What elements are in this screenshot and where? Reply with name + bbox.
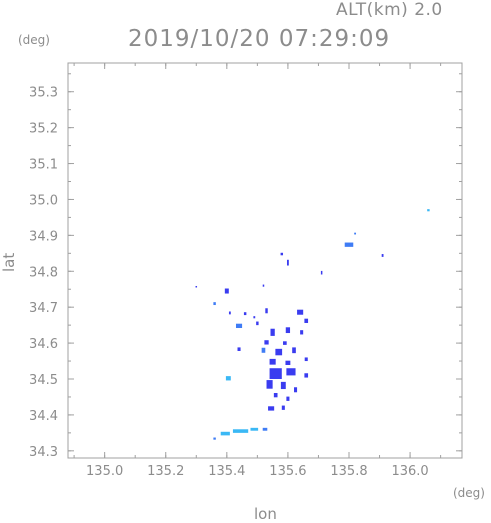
echo-cell bbox=[304, 373, 309, 378]
x-tick-label: 135.8 bbox=[330, 464, 367, 479]
echo-cell bbox=[243, 312, 247, 316]
echo-cell bbox=[381, 254, 384, 257]
echo-cell bbox=[261, 347, 266, 353]
y-tick-label: 34.5 bbox=[29, 373, 58, 388]
echo-cell bbox=[269, 368, 282, 379]
echo-cell bbox=[237, 347, 241, 351]
x-tick-label: 136.0 bbox=[391, 464, 428, 479]
echo-cell bbox=[285, 360, 291, 365]
echo-cell bbox=[297, 309, 304, 315]
echo-cell bbox=[269, 358, 276, 365]
x-unit-label: (deg) bbox=[453, 486, 485, 500]
echo-cell bbox=[304, 318, 309, 323]
plot-frame bbox=[67, 62, 463, 459]
altitude-label: ALT(km) 2.0 bbox=[336, 0, 443, 20]
x-tick-label: 135.6 bbox=[269, 464, 306, 479]
echo-cell bbox=[265, 308, 268, 314]
x-tick-label: 135.4 bbox=[208, 464, 245, 479]
echo-cell bbox=[285, 327, 291, 334]
y-tick-label: 35.0 bbox=[29, 193, 58, 208]
echo-cell bbox=[220, 431, 230, 436]
axis-ticks: 135.0 135.2 135.4 135.6 135.8 136.0 34.3 34.4 34… bbox=[29, 63, 462, 479]
echo-cell bbox=[262, 427, 268, 431]
echo-cell bbox=[195, 285, 198, 288]
echo-cell bbox=[427, 209, 430, 212]
y-tick-label: 34.9 bbox=[29, 229, 58, 244]
echo-cell bbox=[262, 284, 265, 287]
echo-cell bbox=[286, 368, 296, 376]
echo-cell bbox=[320, 270, 323, 275]
echo-cell bbox=[280, 381, 286, 390]
y-unit-label: (deg) bbox=[18, 33, 50, 47]
echo-cell bbox=[280, 252, 284, 256]
x-axis-label: lon bbox=[254, 505, 277, 523]
echo-cell bbox=[270, 328, 275, 336]
x-tick-label: 135.0 bbox=[86, 464, 123, 479]
y-tick-label: 35.2 bbox=[29, 122, 58, 137]
echo-cell bbox=[235, 323, 243, 329]
datetime-title: 2019/10/20 07:29:09 bbox=[128, 26, 391, 52]
echo-cell bbox=[213, 437, 216, 440]
echo-cells bbox=[195, 209, 430, 440]
echo-cell bbox=[344, 242, 354, 247]
echo-cell bbox=[266, 380, 273, 389]
echo-cell bbox=[228, 311, 231, 315]
echo-cell bbox=[292, 347, 296, 354]
echo-cell bbox=[250, 427, 259, 431]
y-tick-label: 35.3 bbox=[29, 86, 58, 101]
echo-cell bbox=[294, 387, 298, 393]
echo-cell bbox=[354, 232, 357, 235]
echo-cell bbox=[304, 357, 308, 362]
x-tick-label: 135.2 bbox=[147, 464, 184, 479]
echo-cell bbox=[224, 288, 229, 294]
echo-cell bbox=[286, 396, 290, 401]
echo-cell bbox=[256, 321, 259, 326]
echo-cell bbox=[268, 406, 275, 411]
y-tick-label: 34.4 bbox=[29, 409, 58, 424]
y-tick-label: 34.8 bbox=[29, 265, 58, 280]
echo-cell bbox=[225, 376, 231, 381]
echo-cell bbox=[275, 348, 283, 356]
echo-cell bbox=[253, 316, 256, 319]
echo-cell bbox=[213, 302, 216, 306]
echo-cell bbox=[286, 259, 289, 266]
echo-cell bbox=[281, 405, 285, 410]
echo-cell bbox=[283, 341, 287, 345]
y-tick-label: 35.1 bbox=[29, 158, 58, 173]
y-tick-label: 34.3 bbox=[29, 445, 58, 460]
y-tick-label: 34.7 bbox=[29, 301, 58, 316]
echo-cell bbox=[264, 340, 269, 345]
echo-cell bbox=[273, 393, 278, 398]
echo-cell bbox=[300, 330, 304, 335]
y-tick-label: 34.6 bbox=[29, 337, 58, 352]
echo-cell bbox=[232, 429, 249, 433]
